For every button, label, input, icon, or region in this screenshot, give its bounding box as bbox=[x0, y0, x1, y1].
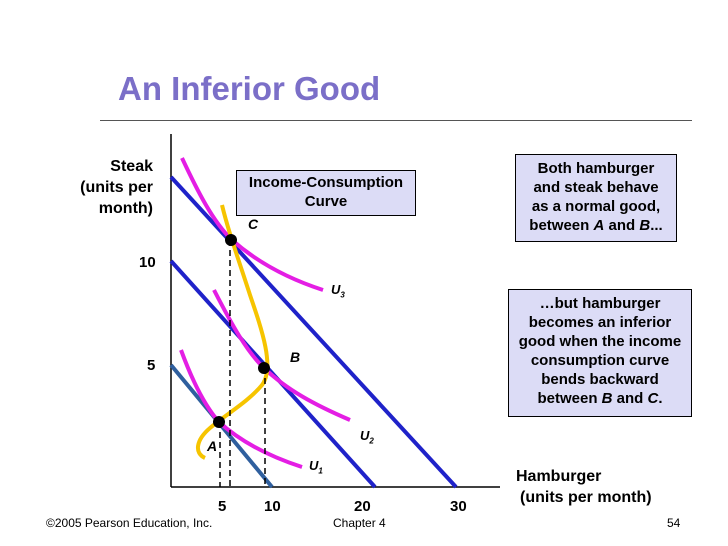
x-tick-10: 10 bbox=[264, 498, 281, 515]
y-tick-5: 5 bbox=[147, 357, 156, 374]
point-a-marker bbox=[213, 416, 225, 428]
title-divider bbox=[100, 120, 692, 121]
u2-label: U2 bbox=[360, 428, 374, 446]
point-c-marker bbox=[225, 234, 237, 246]
point-b-label: B bbox=[290, 349, 301, 365]
normal-good-note: Both hamburger and steak behave as a nor… bbox=[515, 154, 677, 242]
footer-chapter: Chapter 4 bbox=[333, 516, 386, 530]
inferior-good-note: …but hamburger becomes an inferior good … bbox=[508, 289, 692, 417]
budget-line-3 bbox=[169, 175, 458, 489]
income-consumption-curve-label: Income-Consumption Curve bbox=[236, 170, 416, 216]
x-axis-label: Hamburger (units per month) bbox=[516, 468, 652, 506]
point-a-label: A bbox=[207, 438, 218, 454]
footer-page-number: 54 bbox=[667, 516, 681, 530]
point-b-marker bbox=[258, 362, 270, 374]
point-c-label: C bbox=[248, 216, 259, 232]
u1-label: U1 bbox=[309, 458, 323, 476]
indifference-curve-u2 bbox=[212, 289, 351, 422]
income-consumption-curve bbox=[196, 204, 270, 460]
y-tick-10: 10 bbox=[139, 254, 156, 271]
u3-label: U3 bbox=[331, 282, 345, 300]
x-tick-5: 5 bbox=[218, 498, 227, 515]
slide-title: An Inferior Good bbox=[118, 70, 381, 107]
footer-copyright: ©2005 Pearson Education, Inc. bbox=[46, 516, 213, 530]
x-tick-20: 20 bbox=[354, 498, 371, 515]
x-tick-30: 30 bbox=[450, 498, 467, 515]
y-axis-label: Steak (units per month) bbox=[80, 158, 153, 217]
